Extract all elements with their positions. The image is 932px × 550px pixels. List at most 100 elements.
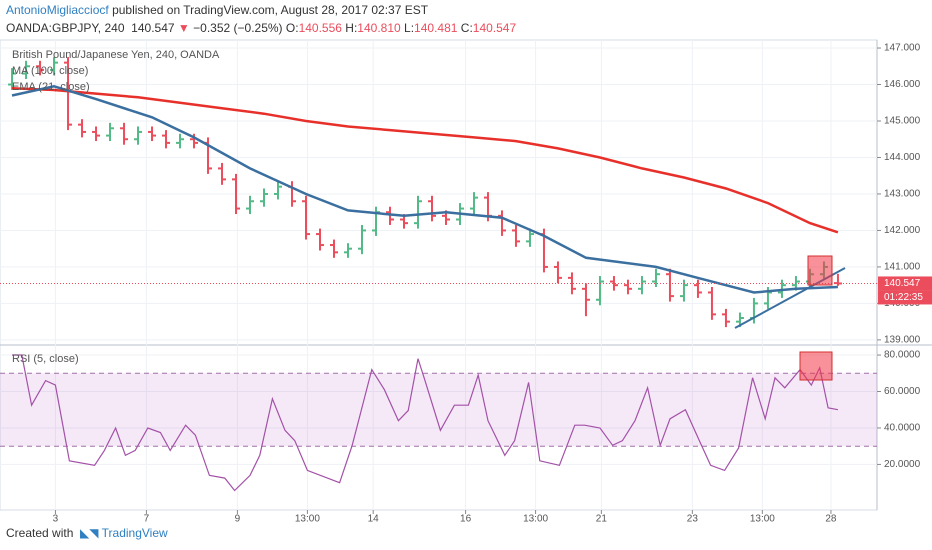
published: published on TradingView.com, August 28,… — [112, 3, 429, 17]
ohlc-bar — [176, 133, 185, 149]
ohlc-bar — [106, 122, 115, 142]
ohlc-bar — [218, 162, 227, 185]
q-value: 140.810 — [357, 21, 401, 35]
y-tick-label: 142.000 — [884, 225, 921, 236]
footer: Created with ◣◥ TradingView — [6, 526, 168, 540]
overlay-line — [11, 85, 838, 294]
y-tick-label: 139.000 — [884, 335, 921, 346]
q-label: C: — [460, 21, 473, 35]
ohlc-bar — [260, 188, 269, 207]
ohlc-bar — [8, 68, 17, 90]
x-tick-label: 7 — [144, 514, 150, 524]
ohlc-bar — [637, 276, 646, 295]
x-tick-label: 13:00 — [523, 514, 548, 524]
rsi-band — [0, 373, 877, 447]
x-tick-label: 3 — [53, 514, 59, 524]
q-label: O: — [285, 21, 299, 35]
author[interactable]: AntonioMigliacciocf — [6, 3, 109, 17]
x-tick-label: 21 — [596, 514, 608, 524]
ohlc-bar — [693, 279, 702, 298]
ohlc-bar — [609, 276, 618, 291]
ohlc-bar — [316, 228, 325, 251]
ohlc-bar — [497, 210, 506, 236]
x-tick-label: 14 — [368, 514, 380, 524]
ohlc-bar — [148, 126, 157, 142]
change: −0.352 (−0.25%) — [193, 21, 283, 35]
rsi-title: RSI (5, close) — [12, 353, 79, 365]
legend-entry: MA (100, close) — [12, 65, 88, 77]
ohlc-bar — [344, 243, 353, 258]
ohlc-bar — [64, 57, 73, 131]
ohlc-bar — [469, 192, 478, 215]
ohlc-bar — [413, 195, 422, 229]
y-tick-label: 143.000 — [884, 189, 921, 200]
ohlc-bar — [274, 181, 283, 200]
x-tick-label: 28 — [825, 514, 837, 524]
highlight-box — [799, 351, 833, 381]
overlay-line — [11, 86, 839, 234]
ohlc-bar — [385, 206, 394, 225]
ohlc-bar — [50, 57, 59, 76]
ohlc-bar — [162, 130, 171, 149]
y-tick-label: 141.000 — [884, 262, 921, 273]
ohlc-bar — [134, 126, 143, 145]
last-price-label: 140.547 — [884, 278, 921, 289]
down-arrow: ▼ — [177, 21, 190, 35]
ohlc-bar — [581, 283, 590, 317]
ohlc-bar — [357, 224, 366, 255]
ohlc-bar — [36, 60, 45, 76]
q-label: H: — [345, 21, 358, 35]
y-tick-label: 20.0000 — [884, 459, 921, 470]
last-price-box — [878, 276, 932, 291]
y-tick-label: 147.000 — [884, 43, 921, 54]
chart: 139.000140.000141.000142.000143.000144.0… — [0, 39, 932, 524]
x-tick-label: 16 — [460, 514, 472, 524]
publish-line: AntonioMigliacciocf published on Trading… — [6, 3, 428, 17]
brand[interactable]: TradingView — [101, 526, 168, 540]
highlight-box — [807, 255, 833, 286]
x-tick-label: 23 — [687, 514, 699, 524]
y-tick-label: 60.0000 — [884, 386, 921, 397]
q-value: 140.547 — [472, 21, 517, 35]
ohlc-bar — [120, 122, 129, 145]
ohlc-bar — [707, 286, 716, 320]
x-tick-label: 9 — [235, 514, 241, 524]
q-value: 140.556 — [298, 21, 342, 35]
ohlc-bar — [651, 268, 660, 287]
x-tick-label: 13:00 — [750, 514, 775, 524]
y-tick-label: 146.000 — [884, 79, 921, 90]
countdown-box — [878, 290, 932, 305]
y-tick-label: 144.000 — [884, 152, 921, 163]
header: AntonioMigliacciocf published on Trading… — [0, 0, 932, 40]
last: 140.547 — [131, 21, 175, 35]
ohlc-bar — [567, 272, 576, 295]
ohlc-bar — [92, 126, 101, 142]
y-tick-label: 40.0000 — [884, 423, 921, 434]
x-tick-label: 13:00 — [295, 514, 320, 524]
symbol: OANDA:GBPJPY, 240 — [6, 21, 125, 35]
ohlc-bar — [302, 195, 311, 240]
countdown: 01:22:35 — [884, 292, 923, 303]
logo: ◣◥ — [80, 526, 99, 540]
ohlc-bar — [665, 268, 674, 302]
ohlc-bar — [553, 261, 562, 284]
y-tick-label: 145.000 — [884, 116, 921, 127]
legend-entry: EMA (21, close) — [12, 81, 90, 93]
created: Created with — [6, 526, 74, 540]
ohlc-bar — [525, 228, 534, 247]
ohlc-bar — [511, 224, 520, 247]
ohlc-bar — [232, 173, 241, 215]
quote-line: OANDA:GBPJPY, 240 140.547 ▼ −0.352 (−0.2… — [6, 21, 516, 35]
price-title: British Pound/Japanese Yen, 240, OANDA — [12, 49, 220, 61]
ohlc-bar — [623, 279, 632, 295]
ohlc-bar — [679, 279, 688, 302]
ohlc-bar — [721, 308, 730, 328]
y-tick-label: 80.0000 — [884, 350, 921, 361]
ohlc-bar — [22, 60, 31, 80]
q-label: L: — [404, 21, 415, 35]
q-value: 140.481 — [414, 21, 458, 35]
ohlc-bar — [78, 119, 87, 138]
ohlc-bar — [595, 276, 604, 306]
ohlc-bar — [330, 239, 339, 258]
